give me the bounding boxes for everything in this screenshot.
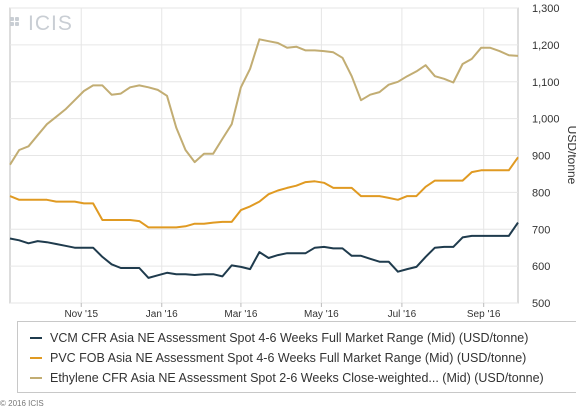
x-tick-label: Sep '16 [467,309,501,320]
y-tick-label: 500 [532,298,550,310]
series-line-ethylene[interactable] [9,38,519,166]
x-tick-label: Mar '16 [224,309,257,320]
legend-label-vcm: VCM CFR Asia NE Assessment Spot 4-6 Week… [50,331,529,345]
legend-item-vcm[interactable]: VCM CFR Asia NE Assessment Spot 4-6 Week… [30,328,528,348]
legend-swatch-vcm [30,337,42,339]
x-axis-ticks: Nov '15 Jan '16 Mar '16 May '16 Jul '16 Sep '… [64,309,500,320]
y-tick-label: 1,000 [532,114,560,126]
gridlines [9,7,519,307]
y-tick-label: 600 [532,261,550,273]
x-tick-label: Jul '16 [388,309,417,320]
series-lines [9,38,519,279]
logo-text: ICIS [28,12,73,35]
x-tick-label: Jan '16 [146,309,178,320]
y-tick-label: 700 [532,224,550,236]
legend-label-pvc: PVC FOB Asia NE Assessment Spot 4-6 Week… [50,351,527,365]
legend: VCM CFR Asia NE Assessment Spot 4-6 Week… [17,321,576,393]
y-tick-label: 1,300 [532,3,560,15]
x-tick-label: May '16 [304,309,339,320]
x-tick-label: Nov '15 [64,309,98,320]
legend-label-ethylene: Ethylene CFR Asia NE Assessment Spot 2-6… [50,371,544,385]
icis-logo: ICIS [10,12,73,36]
y-tick-label: 1,100 [532,77,560,89]
series-line-pvc[interactable] [9,156,519,229]
copyright-notice: © 2016 ICIS [0,399,44,408]
logo-mark-icon [10,17,24,31]
y-tick-label: 1,200 [532,40,560,52]
y-axis-label: USD/tonne [565,126,576,185]
series-line-vcm[interactable] [9,222,519,279]
legend-item-pvc[interactable]: PVC FOB Asia NE Assessment Spot 4-6 Week… [30,348,526,368]
legend-swatch-pvc [30,357,42,359]
y-tick-label: 900 [532,151,550,163]
y-tick-label: 800 [532,187,550,199]
legend-swatch-ethylene [30,377,42,379]
legend-item-ethylene[interactable]: Ethylene CFR Asia NE Assessment Spot 2-6… [30,368,544,388]
chart: 500 600 700 800 900 1,000 1,100 1,200 1,300 Nov … [9,3,576,320]
y-axis-ticks: 500 600 700 800 900 1,000 1,100 1,200 1,300 [532,3,560,310]
